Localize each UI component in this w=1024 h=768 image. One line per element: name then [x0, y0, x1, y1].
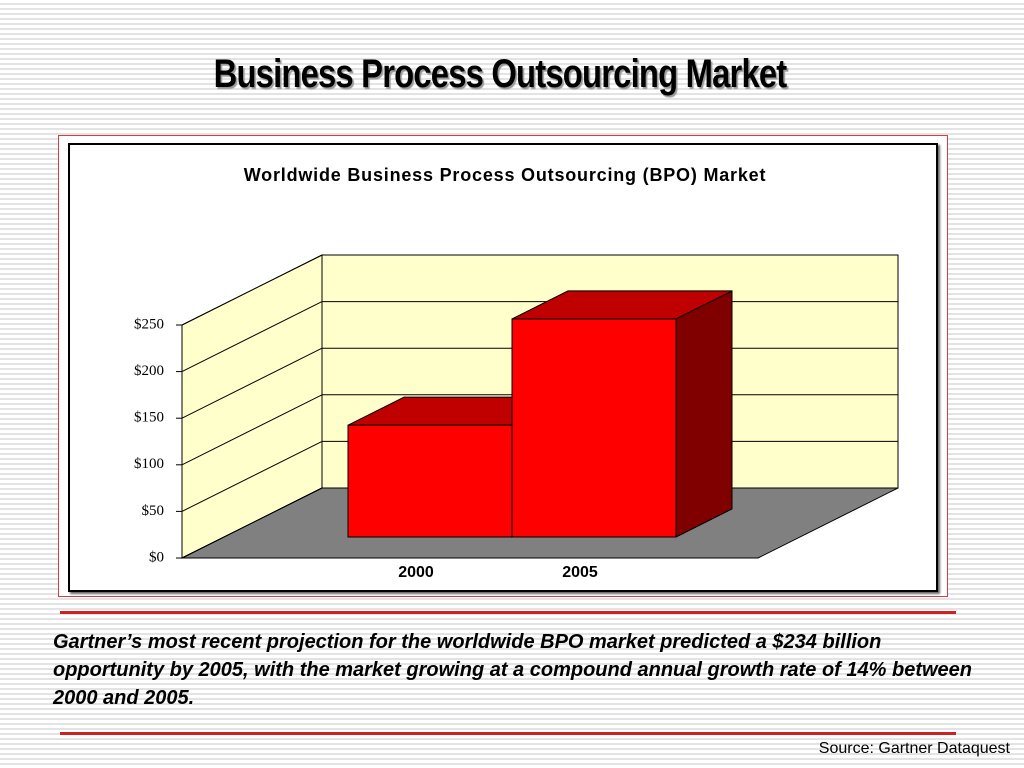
slide-title: Business Process Outsourcing Market — [213, 52, 788, 96]
y-tick-label: $50 — [142, 503, 165, 519]
grid-line — [181, 347, 323, 419]
bar — [511, 318, 677, 538]
divider — [60, 611, 956, 614]
y-tick-label: $200 — [134, 363, 164, 379]
y-tick-label: $250 — [134, 316, 164, 332]
grid-line — [181, 487, 323, 559]
body-text: Gartner’s most recent projection for the… — [53, 631, 973, 709]
x-tick-label: 2005 — [562, 564, 598, 581]
grid-line — [181, 394, 323, 466]
y-tick-label: $100 — [134, 456, 164, 472]
grid-line — [181, 440, 323, 512]
bar — [347, 424, 513, 538]
y-tick-label: $150 — [134, 410, 164, 426]
grid-line — [181, 254, 323, 326]
source: Source: Gartner Dataquest — [818, 740, 1010, 757]
bar-side — [675, 290, 733, 538]
chart-title: Worldwide Business Process Outsourcing (… — [243, 165, 767, 185]
grid-line — [181, 301, 323, 373]
y-tick-label: $0 — [149, 549, 164, 565]
x-tick-label: 2000 — [398, 564, 434, 581]
divider — [60, 732, 956, 735]
